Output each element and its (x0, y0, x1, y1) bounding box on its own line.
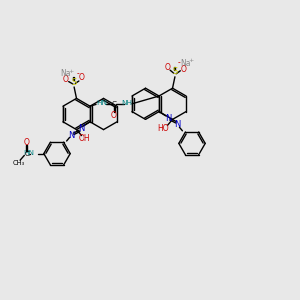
Text: OH: OH (79, 134, 91, 143)
Text: C: C (24, 151, 29, 157)
Text: O: O (78, 74, 84, 82)
Text: O: O (180, 64, 186, 74)
Text: HN: HN (23, 150, 34, 156)
Text: HO: HO (157, 124, 169, 133)
Text: HN: HN (96, 100, 107, 106)
Text: O: O (63, 75, 69, 84)
Text: N: N (174, 120, 181, 129)
Text: +: + (189, 58, 194, 63)
Text: O: O (165, 63, 171, 72)
Text: C: C (112, 101, 116, 107)
Text: N: N (165, 114, 171, 123)
Text: O: O (111, 111, 117, 120)
Text: -: - (177, 58, 180, 68)
Text: S: S (71, 78, 77, 87)
Text: -: - (76, 69, 79, 78)
Text: O: O (24, 138, 30, 147)
Text: N: N (78, 124, 84, 133)
Text: Na: Na (180, 58, 191, 68)
Text: +: + (68, 69, 74, 74)
Text: N: N (68, 130, 75, 140)
Text: CH₃: CH₃ (12, 160, 24, 166)
Text: NH: NH (122, 100, 133, 106)
Text: Na: Na (60, 69, 70, 78)
Text: S: S (172, 68, 178, 76)
